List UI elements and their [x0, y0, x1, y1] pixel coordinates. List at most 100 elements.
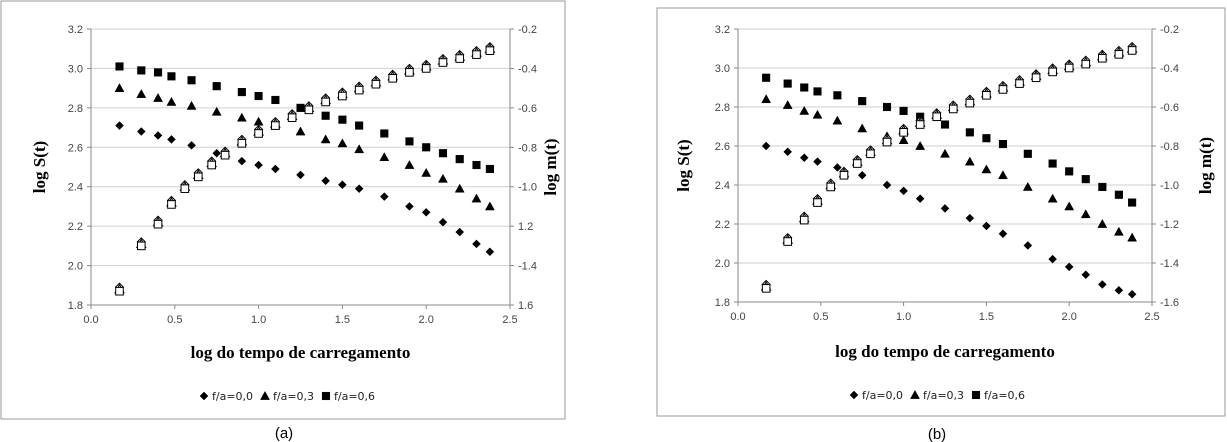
y2-tick-label: 1.6 — [518, 300, 533, 312]
data-point — [421, 167, 432, 177]
data-point — [115, 286, 124, 296]
data-point — [1127, 289, 1137, 299]
data-point — [940, 120, 950, 129]
y2-tick-label: -1.0 — [518, 182, 537, 194]
data-point — [915, 194, 925, 204]
data-point — [833, 163, 842, 172]
y-tick-label: 3.2 — [715, 24, 730, 36]
data-point — [761, 94, 772, 104]
data-point — [421, 64, 431, 73]
legend-marker — [199, 391, 209, 401]
y2-tick-label: -1.0 — [1160, 180, 1179, 192]
x-tick-label: 1.5 — [335, 314, 350, 326]
y2-tick-label: -0.2 — [1160, 24, 1179, 36]
x-tick-label: 2.5 — [502, 314, 517, 326]
y-tick-label: 2.4 — [715, 180, 730, 192]
legend-label: f/a=0,0 — [212, 390, 253, 403]
legend-marker — [321, 391, 331, 401]
y2-tick-label: -0.6 — [518, 103, 537, 115]
data-point — [1065, 167, 1074, 176]
data-point — [471, 193, 482, 203]
data-point — [832, 115, 843, 125]
data-point — [982, 91, 991, 100]
x-tick-label: 0.0 — [730, 311, 745, 323]
data-point — [296, 103, 305, 112]
legend-label: f/a=0,3 — [923, 389, 964, 402]
data-point — [115, 121, 124, 130]
data-point — [1047, 193, 1058, 203]
data-point — [982, 221, 991, 231]
data-point — [1081, 270, 1091, 280]
data-point — [405, 68, 414, 77]
y2-tick-label: -0.2 — [518, 24, 537, 36]
y-tick-label: 3.2 — [68, 24, 83, 36]
data-point — [237, 156, 247, 166]
data-point — [1097, 280, 1107, 289]
data-point — [799, 153, 809, 163]
data-point — [455, 227, 465, 237]
data-point — [355, 121, 364, 130]
data-point — [932, 112, 942, 122]
data-point — [115, 62, 124, 71]
data-point — [813, 87, 822, 96]
data-point — [833, 91, 842, 100]
y-tick-label: 2.8 — [68, 103, 83, 115]
x-tick-label: 1.0 — [251, 314, 266, 326]
data-point — [321, 176, 330, 186]
data-point — [1064, 262, 1074, 272]
x-axis-label: log do tempo de carregamento — [835, 342, 1055, 361]
y-tick-label: 2.8 — [715, 102, 730, 114]
y2-tick-label: -1.2 — [1160, 219, 1179, 231]
figure-caption: (a) — [275, 425, 293, 442]
data-point — [438, 217, 448, 227]
y-tick-label: 3.0 — [68, 63, 83, 75]
data-point — [153, 131, 163, 140]
data-point — [354, 85, 364, 95]
data-point — [167, 200, 176, 209]
data-point — [136, 127, 146, 136]
y2-tick-label: -0.8 — [1160, 141, 1179, 153]
y-tick-label: 2.0 — [68, 261, 83, 273]
data-point — [1128, 198, 1137, 207]
chart-frame — [0, 0, 566, 420]
data-point — [254, 160, 263, 170]
data-point — [1048, 254, 1057, 264]
data-point — [212, 82, 221, 91]
y2-tick-label: -1.6 — [1160, 297, 1179, 309]
y-tick-label: 2.2 — [68, 221, 83, 233]
data-point — [965, 98, 975, 108]
data-point — [295, 126, 306, 136]
data-point — [166, 96, 177, 106]
data-point — [237, 88, 246, 97]
x-tick-label: 1.5 — [979, 311, 994, 323]
figure-caption: (b) — [928, 426, 946, 442]
data-point — [812, 109, 823, 119]
x-tick-label: 1.0 — [896, 311, 911, 323]
data-point — [379, 152, 390, 161]
data-point — [899, 106, 908, 115]
data-point — [404, 160, 415, 169]
y2-axis-label: log m(t) — [1196, 137, 1215, 194]
data-point — [271, 95, 280, 105]
data-point — [271, 164, 280, 174]
y-tick-label: 1.8 — [68, 300, 83, 312]
data-point — [762, 73, 771, 82]
data-point — [153, 92, 163, 102]
data-point — [454, 183, 465, 193]
data-point — [882, 180, 892, 190]
data-point — [858, 97, 867, 106]
x-tick-label: 2.0 — [419, 314, 434, 326]
data-point — [1015, 79, 1024, 88]
data-point — [180, 184, 190, 193]
y-tick-label: 3.0 — [715, 63, 730, 75]
data-point — [899, 128, 908, 137]
legend-label: f/a=0,6 — [334, 390, 375, 403]
legend-marker — [849, 390, 859, 400]
data-point — [982, 134, 991, 143]
data-point — [783, 147, 793, 157]
data-point — [304, 105, 314, 115]
data-point — [761, 284, 771, 293]
x-tick-label: 2.0 — [1062, 311, 1077, 323]
data-point — [485, 46, 495, 55]
data-point — [1127, 46, 1137, 55]
